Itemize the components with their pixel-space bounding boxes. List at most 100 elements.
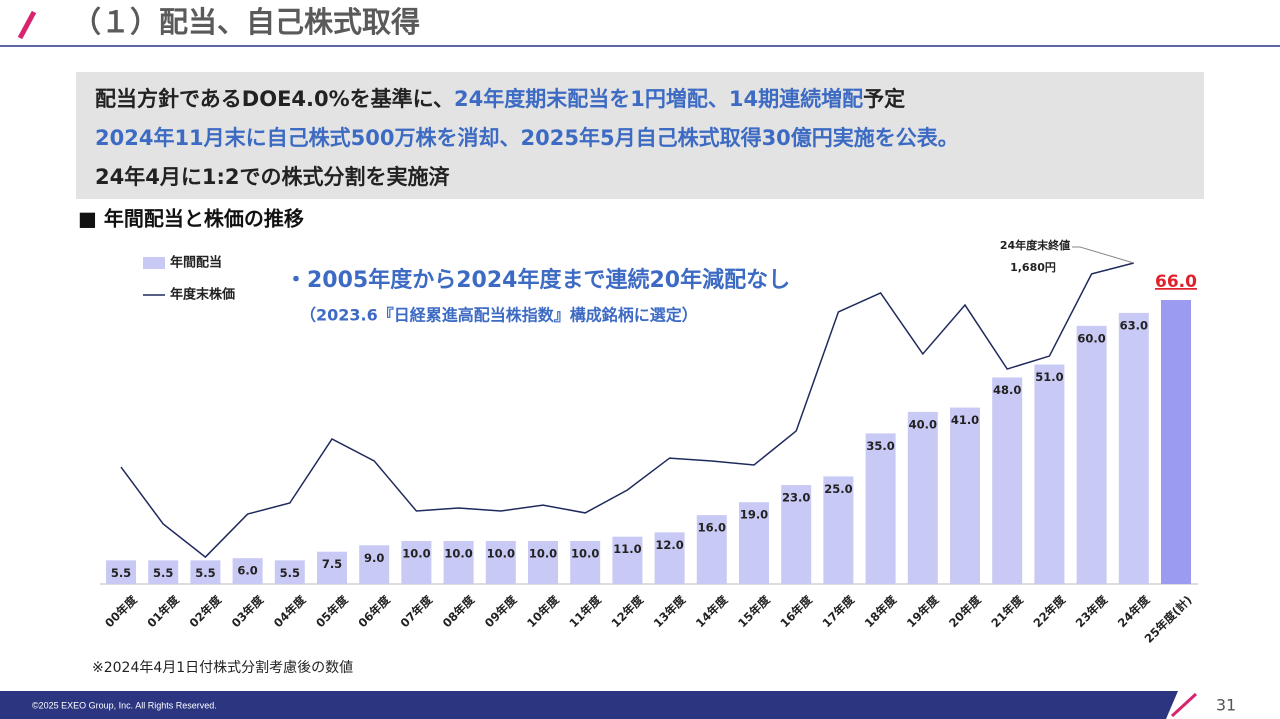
summary-line: 配当方針であるDOE4.0%を基準に、24年度期末配当を1円増配、14期連続増配… <box>95 87 905 111</box>
value-label: 16.0 <box>698 521 726 535</box>
x-tick-label: 21年度 <box>988 592 1026 630</box>
bar <box>443 540 474 584</box>
summary-box <box>76 72 1204 199</box>
value-label: 66.0 <box>1155 272 1197 292</box>
x-tick-label: 04年度 <box>271 592 309 630</box>
annotation: 24年度末終値 <box>1000 238 1070 252</box>
annotation-leader <box>1072 246 1134 264</box>
x-tick-label: 14年度 <box>693 592 731 630</box>
annotation: 1,680円 <box>1010 261 1056 274</box>
value-label: 25.0 <box>824 482 852 496</box>
bar <box>865 433 896 584</box>
bar <box>1161 300 1191 584</box>
value-label: 35.0 <box>866 439 894 453</box>
chart: 5.5 00年度 5.5 01年度 5.5 02年度 6.0 03年度 5.5 04年度 7.5 05… <box>100 238 1198 646</box>
slide-title: （１）配当、自己株式取得 <box>72 5 420 39</box>
footer-bar <box>0 691 1178 719</box>
summary-segment: 24年4月に1:2での株式分割を実施済 <box>95 165 450 189</box>
x-tick-label: 23年度 <box>1073 592 1111 630</box>
x-tick-label: 06年度 <box>355 592 393 630</box>
value-label: 12.0 <box>655 538 683 552</box>
copyright: ©2025 EXEO Group, Inc. All Rights Reserv… <box>32 700 217 710</box>
x-tick-label: 17年度 <box>820 592 858 630</box>
value-label: 63.0 <box>1120 318 1148 332</box>
section-title: ■ 年間配当と株価の推移 <box>78 207 304 231</box>
legend-swatch <box>143 257 165 269</box>
summary-line: 24年4月に1:2での株式分割を実施済 <box>95 165 450 189</box>
bar <box>612 536 643 584</box>
annotation: ・2005年度から2024年度まで連続20年減配なし <box>285 267 790 293</box>
value-label: 10.0 <box>487 546 515 560</box>
x-tick-label: 07年度 <box>398 592 436 630</box>
x-tick-label: 22年度 <box>1031 592 1069 630</box>
value-label: 41.0 <box>951 413 979 427</box>
x-tick-label: 15年度 <box>735 592 773 630</box>
value-label: 19.0 <box>740 508 768 522</box>
bar <box>696 515 727 584</box>
value-label: 5.5 <box>195 566 215 580</box>
value-label: 48.0 <box>993 383 1021 397</box>
price-line <box>120 262 1134 559</box>
x-tick-label: 10年度 <box>524 592 562 630</box>
bar <box>401 540 432 584</box>
legend-label: 年度末株価 <box>170 287 235 303</box>
value-label: 51.0 <box>1035 370 1063 384</box>
value-label: 5.5 <box>153 566 173 580</box>
x-tick-label: 13年度 <box>651 592 689 630</box>
value-label: 10.0 <box>402 546 430 560</box>
page-number: 31 <box>1216 696 1236 715</box>
x-tick-label: 12年度 <box>609 592 647 630</box>
summary-line: 2024年11月末に自己株式500万株を消却、2025年5月自己株式取得30億円… <box>95 126 959 150</box>
summary-segment: 24年度期末配当を1円増配、14期連続増配 <box>454 87 863 111</box>
header-slash <box>17 10 37 40</box>
bar <box>907 411 938 584</box>
value-label: 7.5 <box>322 557 342 571</box>
x-tick-label: 16年度 <box>777 592 815 630</box>
x-tick-label: 08年度 <box>440 592 478 630</box>
x-tick-label: 19年度 <box>904 592 942 630</box>
value-label: 11.0 <box>613 542 641 556</box>
value-label: 60.0 <box>1077 331 1105 345</box>
x-tick-label: 03年度 <box>229 592 267 630</box>
bar <box>570 540 601 584</box>
x-tick-label: 02年度 <box>187 592 225 630</box>
bar <box>106 560 136 584</box>
bar <box>485 540 516 584</box>
x-tick-label: 09年度 <box>482 592 520 630</box>
x-tick-label: 20年度 <box>946 592 984 630</box>
footnote: ※2024年4月1日付株式分割考慮後の数値 <box>92 659 353 676</box>
legend-label: 年間配当 <box>170 255 222 271</box>
x-tick-label: 05年度 <box>313 592 351 630</box>
summary-segment: 配当方針であるDOE4.0%を基準に、 <box>95 87 454 111</box>
value-label: 23.0 <box>782 491 810 505</box>
summary-segment: 予定 <box>863 87 905 111</box>
bar <box>148 560 179 584</box>
bar <box>1118 312 1149 584</box>
bar <box>317 551 347 584</box>
bar <box>274 560 305 584</box>
bar <box>654 532 685 584</box>
bar <box>190 560 221 584</box>
value-label: 10.0 <box>571 546 599 560</box>
bar <box>781 485 812 584</box>
summary: 配当方針であるDOE4.0%を基準に、24年度期末配当を1円増配、14期連続増配… <box>95 87 959 189</box>
bar <box>528 540 558 584</box>
bar <box>232 558 263 584</box>
footer-slash <box>1170 692 1198 718</box>
value-label: 10.0 <box>529 546 557 560</box>
value-label: 6.0 <box>237 564 257 578</box>
bar <box>1034 364 1065 584</box>
bar <box>992 377 1023 584</box>
bar <box>359 545 390 584</box>
bar <box>823 476 854 584</box>
x-tick-label: 00年度 <box>102 592 140 630</box>
x-tick-label: 18年度 <box>862 592 900 630</box>
bar <box>739 502 769 584</box>
x-tick-label: 01年度 <box>144 592 182 630</box>
x-tick-label: 24年度 <box>1115 592 1153 630</box>
annotation: （2023.6『日経累進高配当株指数』構成銘柄に選定） <box>300 306 698 325</box>
value-label: 5.5 <box>111 566 131 580</box>
bar <box>1076 325 1107 584</box>
bar <box>950 407 980 584</box>
